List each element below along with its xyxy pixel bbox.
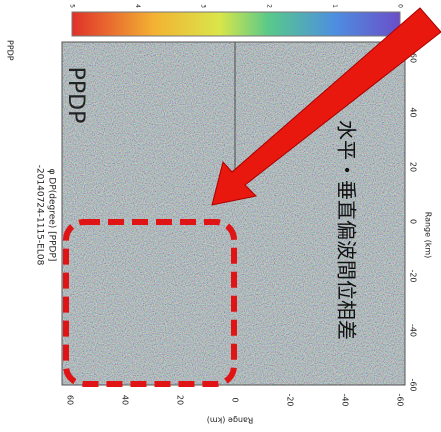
x-tick-label: 0 — [231, 397, 240, 402]
corner-label: PPDP — [6, 40, 15, 61]
highlight-box — [63, 219, 237, 387]
x-tick-label: -40 — [341, 393, 350, 406]
y-tick-label: -60 — [409, 378, 418, 391]
colorbar-tick-label: 1 — [331, 4, 338, 8]
x-tick-label: 60 — [66, 395, 75, 405]
y-tick-label: 40 — [409, 107, 418, 117]
y-tick-label: -40 — [409, 324, 418, 337]
big-label: PPDP — [63, 67, 88, 124]
variable-label: φ DP(degree) [PPDP] — [47, 169, 57, 262]
y-axis-title: Range (km) — [424, 212, 433, 259]
y-tick-label: 60 — [409, 53, 418, 63]
y-tick-label: -20 — [409, 269, 418, 282]
x-tick-label: 20 — [176, 395, 185, 405]
colorbar — [71, 11, 401, 37]
x-tick-label: -60 — [396, 393, 405, 406]
x-tick-label: -20 — [286, 393, 295, 406]
arrow — [211, 7, 441, 206]
colorbar-tick-label: 2 — [265, 4, 272, 8]
x-axis-title: Range (km) — [207, 416, 254, 425]
file-label: -20140724-1115-EL08 — [35, 165, 45, 266]
colorbar-tick-label: 0 — [397, 4, 404, 8]
plot-frame — [61, 41, 406, 386]
x-tick-label: 40 — [121, 395, 130, 405]
y-tick-label: 20 — [409, 162, 418, 172]
colorbar-tick-label: 5 — [69, 4, 76, 8]
y-tick-label: 0 — [409, 219, 418, 224]
colorbar-tick-label: 4 — [134, 4, 141, 8]
annotation: 水平・垂直偏波間位相差 — [335, 120, 359, 340]
colorbar-tick-label: 3 — [200, 4, 207, 8]
